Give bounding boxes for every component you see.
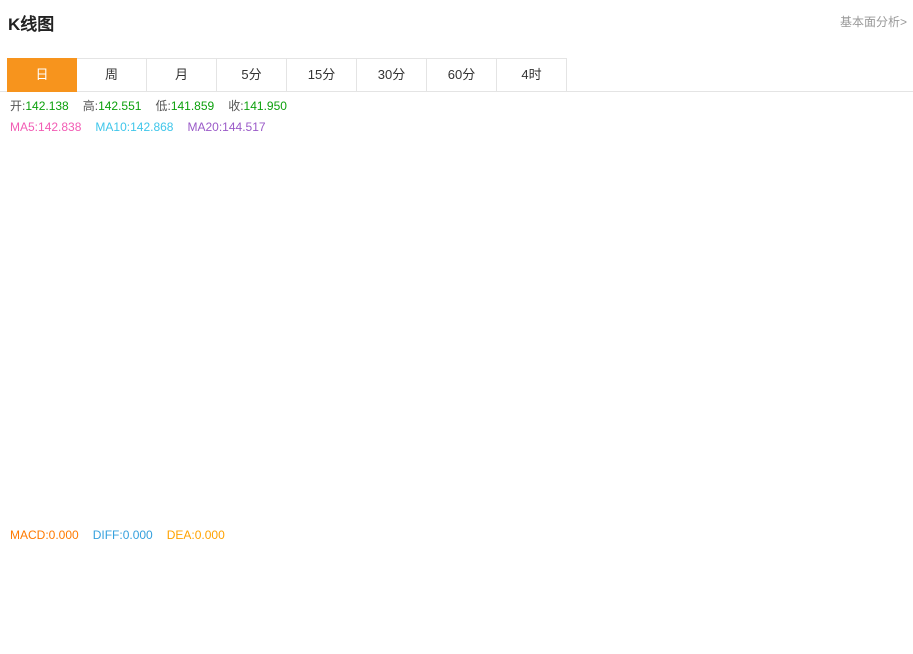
timeframe-tab-3[interactable]: 5分 (217, 58, 287, 92)
timeframe-tab-2[interactable]: 月 (147, 58, 217, 92)
timeframe-tab-1[interactable]: 周 (77, 58, 147, 92)
timeframe-tab-0[interactable]: 日 (7, 58, 77, 92)
timeframe-tab-6[interactable]: 60分 (427, 58, 497, 92)
timeframe-tab-7[interactable]: 4时 (497, 58, 567, 92)
kline-chart[interactable] (0, 92, 913, 654)
timeframe-tabbar: 日周月 5分 15分 30分 60分 4时 (7, 58, 567, 92)
timeframe-tab-5[interactable]: 30分 (357, 58, 427, 92)
page-title: K线图 (8, 15, 55, 34)
header: K线图 基本面分析> (0, 0, 913, 40)
fundamental-analysis-link[interactable]: 基本面分析> (839, 15, 907, 29)
timeframe-tab-4[interactable]: 15分 (287, 58, 357, 92)
